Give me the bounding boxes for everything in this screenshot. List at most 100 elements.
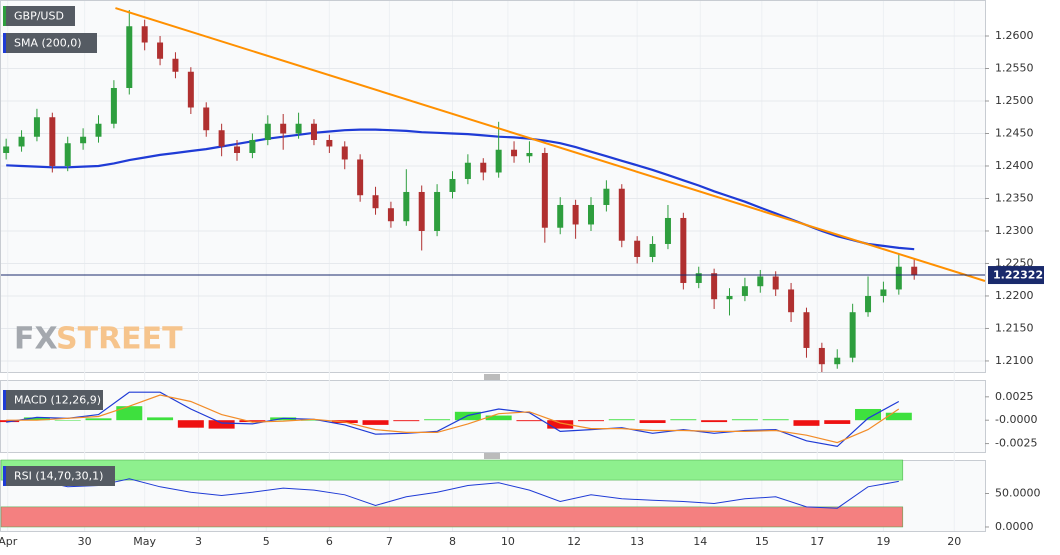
legend-box xyxy=(3,466,115,486)
histogram-bar xyxy=(731,419,758,421)
histogram-bar xyxy=(393,420,420,422)
candle-body xyxy=(911,266,918,276)
x-tick-label: 7 xyxy=(386,535,393,548)
candle-body xyxy=(187,71,194,108)
candle-body xyxy=(280,123,287,134)
candle-body xyxy=(480,162,487,173)
legend-swatch xyxy=(3,466,6,486)
y-tick-label: -0.0000 xyxy=(995,413,1037,426)
x-tick-label: 19 xyxy=(876,535,890,548)
candle-body xyxy=(172,58,179,72)
candle-body xyxy=(341,146,348,160)
histogram-bar xyxy=(762,419,789,421)
x-tick-label: May xyxy=(133,535,156,548)
candle-body xyxy=(249,139,256,153)
sma-line xyxy=(6,128,915,251)
watermark: FX xyxy=(14,322,58,357)
candle-body xyxy=(203,107,210,131)
candle-body xyxy=(157,42,164,59)
candle-body xyxy=(33,117,40,137)
histogram-bar xyxy=(547,420,574,429)
candle-body xyxy=(264,123,271,140)
candle-body xyxy=(895,266,902,290)
candle-body xyxy=(803,312,810,348)
x-tick-label: 6 xyxy=(326,535,333,548)
candle-body xyxy=(541,152,548,228)
candle-body xyxy=(3,146,10,153)
y-tick-label: 0.0025 xyxy=(995,390,1034,403)
candle-body xyxy=(741,286,748,296)
rsi-line xyxy=(6,478,899,509)
legend-box xyxy=(3,6,75,26)
legend-label: RSI (14,70,30,1) xyxy=(14,470,103,483)
candle-body xyxy=(557,204,564,228)
histogram-bar xyxy=(639,420,666,424)
histogram-bar xyxy=(300,420,327,421)
y-tick-label: 1.2450 xyxy=(995,126,1034,139)
x-tick-label: 15 xyxy=(755,535,769,548)
candle-body xyxy=(526,152,533,157)
x-tick-label: 13 xyxy=(630,535,644,548)
candle-body xyxy=(649,243,656,257)
histogram-bar xyxy=(670,419,697,421)
legend-swatch xyxy=(3,33,6,53)
candle-body xyxy=(403,191,410,222)
histogram-bar xyxy=(116,406,143,421)
candle-body xyxy=(634,240,641,257)
candle-body xyxy=(141,26,148,43)
legend-swatch xyxy=(3,390,6,410)
y-tick-label: 1.2500 xyxy=(995,94,1034,107)
candle-body xyxy=(80,136,87,144)
candle-body xyxy=(464,162,471,179)
candle-body xyxy=(865,295,872,313)
y-tick-label: -0.0025 xyxy=(995,437,1037,450)
candle-body xyxy=(711,273,718,300)
macd-line xyxy=(6,391,900,448)
legend: GBP/USD SMA (200,0) MACD (12,26,9) RSI (… xyxy=(3,6,115,486)
rsi-band xyxy=(0,459,904,481)
candle-body xyxy=(326,139,333,147)
x-tick-label: Apr xyxy=(0,535,18,548)
x-tick-label: 20 xyxy=(947,535,961,548)
histogram-bar xyxy=(239,420,266,423)
x-tick-label: 14 xyxy=(693,535,707,548)
y-tick-label: 1.2400 xyxy=(995,159,1034,172)
candle-body xyxy=(295,123,302,134)
candle-body xyxy=(434,191,441,231)
candle-body xyxy=(495,149,502,173)
plot-layer: Apr 30 May 3 5 6 7 8 10 12 13 14 15 17 19 20 1.2100 1.215… xyxy=(0,1,1044,548)
y-tick-label: 1.2100 xyxy=(995,354,1034,367)
candle-body xyxy=(788,289,795,313)
x-tick-label: 17 xyxy=(810,535,824,548)
candle-body xyxy=(849,312,856,358)
y-tick-label: 1.2300 xyxy=(995,224,1034,237)
candle-body xyxy=(834,357,841,365)
histogram-bar xyxy=(177,420,204,428)
x-tick-label: 5 xyxy=(263,535,270,548)
legend-swatch xyxy=(3,6,6,26)
y-tick-label: 0.0000 xyxy=(995,520,1034,533)
panel-splitter xyxy=(484,374,500,459)
legend-label: SMA (200,0) xyxy=(14,37,82,50)
histogram-bar xyxy=(54,420,81,421)
histogram-bar xyxy=(147,417,174,421)
candle-body xyxy=(757,276,764,287)
histogram-bar xyxy=(485,415,512,421)
last-price-box xyxy=(988,266,1044,285)
candle-body xyxy=(418,191,425,231)
candle-body xyxy=(234,146,241,153)
histogram-bar xyxy=(85,418,112,421)
x-tick-label: 10 xyxy=(501,535,515,548)
candle-body xyxy=(511,149,518,157)
candle-body xyxy=(110,87,117,124)
x-tick-label: 3 xyxy=(195,535,202,548)
y-tick-label: 1.2550 xyxy=(995,61,1034,74)
histogram-bar xyxy=(23,417,50,421)
candle-body xyxy=(588,204,594,225)
candle-body xyxy=(372,195,379,209)
candle-body xyxy=(310,123,317,140)
y-tick-label: 50.0000 xyxy=(995,486,1041,499)
histogram-bar xyxy=(516,420,543,422)
trendline xyxy=(115,7,986,282)
